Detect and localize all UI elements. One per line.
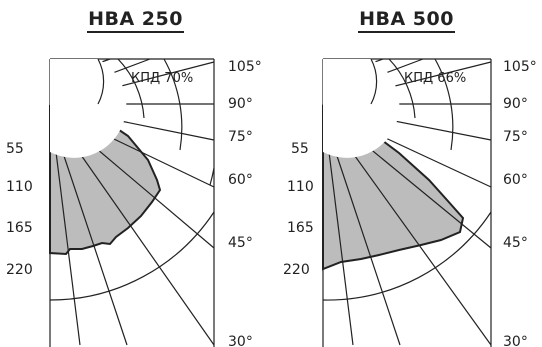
radial-label-55: 55: [291, 141, 309, 157]
radial-label-165: 165: [287, 220, 314, 236]
diagram-title: НВА 500: [271, 8, 542, 33]
efficiency-label: КПД 70%: [131, 71, 193, 86]
radial-label-110: 110: [287, 179, 314, 195]
radial-label-165: 165: [6, 220, 33, 236]
radial-label-110: 110: [6, 179, 33, 195]
angle-label-90: 90°: [228, 96, 253, 112]
polar-diagram-hba-500: НВА 500 КПД 66% 55 110 165 220 105°: [271, 0, 542, 347]
angle-label-45: 45°: [228, 235, 253, 251]
angle-label-75: 75°: [503, 129, 528, 145]
polar-chart: КПД 70% 55 110 165 220 105° 90° 75° 60° …: [6, 58, 262, 347]
radial-label-220: 220: [6, 262, 33, 278]
angle-label-60: 60°: [228, 172, 253, 188]
radial-label-220: 220: [283, 262, 310, 278]
angle-label-60: 60°: [503, 172, 528, 188]
polar-chart: КПД 66% 55 110 165 220 105° 90° 75° 60° …: [283, 58, 537, 347]
angle-label-30: 30°: [228, 334, 253, 347]
angle-label-75: 75°: [228, 129, 253, 145]
angle-label-45: 45°: [503, 235, 528, 251]
angle-label-30: 30°: [503, 334, 528, 347]
angle-label-105: 105°: [503, 59, 537, 75]
radial-label-55: 55: [6, 141, 24, 157]
polar-diagram-hba-250: НВА 250: [0, 8, 271, 347]
angle-label-105: 105°: [228, 59, 262, 75]
diagram-title: НВА 250: [0, 8, 271, 33]
efficiency-label: КПД 66%: [404, 71, 466, 86]
angle-label-90: 90°: [503, 96, 528, 112]
